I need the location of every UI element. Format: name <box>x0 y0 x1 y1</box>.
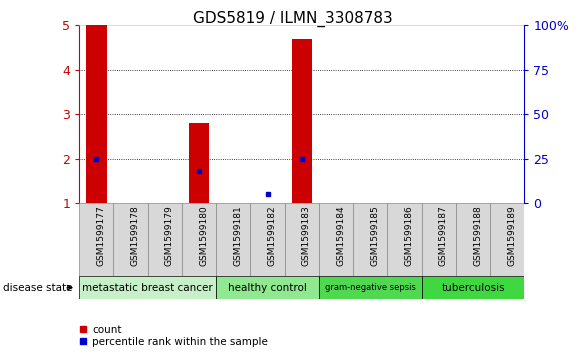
Text: healthy control: healthy control <box>228 283 307 293</box>
Text: disease state: disease state <box>3 283 73 293</box>
Text: GSM1599189: GSM1599189 <box>507 205 516 266</box>
Text: metastatic breast cancer: metastatic breast cancer <box>82 283 213 293</box>
Bar <box>216 203 250 276</box>
Bar <box>456 203 490 276</box>
Text: GSM1599188: GSM1599188 <box>473 205 482 266</box>
Bar <box>189 123 209 203</box>
Text: GSM1599181: GSM1599181 <box>233 205 242 266</box>
Bar <box>113 203 148 276</box>
Text: GSM1599183: GSM1599183 <box>302 205 311 266</box>
Text: tuberculosis: tuberculosis <box>441 283 505 293</box>
Text: gram-negative sepsis: gram-negative sepsis <box>325 283 415 292</box>
Bar <box>490 203 524 276</box>
Text: GDS5819 / ILMN_3308783: GDS5819 / ILMN_3308783 <box>193 11 393 27</box>
Text: GSM1599184: GSM1599184 <box>336 205 345 266</box>
Bar <box>79 276 216 299</box>
Bar <box>319 276 422 299</box>
Bar <box>422 276 524 299</box>
Text: GSM1599180: GSM1599180 <box>199 205 208 266</box>
Bar <box>79 203 113 276</box>
Text: GSM1599185: GSM1599185 <box>370 205 379 266</box>
Legend: count, percentile rank within the sample: count, percentile rank within the sample <box>79 325 268 347</box>
Bar <box>285 203 319 276</box>
Text: GSM1599182: GSM1599182 <box>268 205 277 266</box>
Bar <box>387 203 422 276</box>
Bar <box>182 203 216 276</box>
Bar <box>148 203 182 276</box>
Text: GSM1599177: GSM1599177 <box>96 205 105 266</box>
Bar <box>250 203 285 276</box>
Bar <box>291 39 312 203</box>
Bar <box>86 25 107 203</box>
Text: GSM1599186: GSM1599186 <box>404 205 414 266</box>
Text: GSM1599178: GSM1599178 <box>131 205 139 266</box>
Bar <box>319 203 353 276</box>
Text: GSM1599179: GSM1599179 <box>165 205 174 266</box>
Bar <box>353 203 387 276</box>
Text: GSM1599187: GSM1599187 <box>439 205 448 266</box>
Bar <box>216 276 319 299</box>
Bar <box>422 203 456 276</box>
